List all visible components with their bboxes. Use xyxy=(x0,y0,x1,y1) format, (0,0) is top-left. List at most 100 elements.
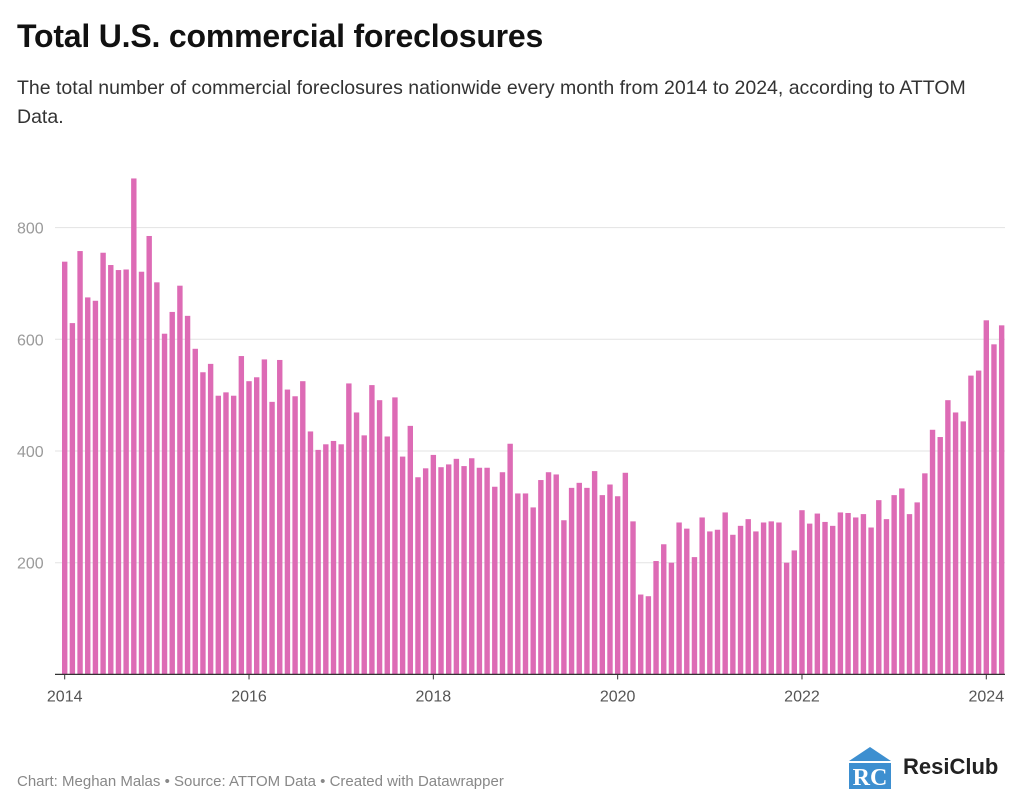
bar xyxy=(422,468,429,675)
bar xyxy=(92,300,99,675)
bar xyxy=(346,383,352,675)
chart-subtitle: The total number of commercial foreclosu… xyxy=(17,77,966,128)
bar xyxy=(138,271,145,675)
bar xyxy=(576,482,582,675)
bar xyxy=(668,562,675,675)
bar xyxy=(315,449,321,675)
bar xyxy=(284,389,291,675)
bar xyxy=(238,356,245,675)
bar xyxy=(952,412,959,675)
bar xyxy=(714,529,721,675)
bar xyxy=(745,519,751,675)
svg-text:RC: RC xyxy=(853,765,888,789)
bar xyxy=(246,381,252,675)
bar xyxy=(230,395,237,675)
bar xyxy=(184,315,191,675)
bar xyxy=(438,467,444,675)
bar xyxy=(883,519,890,675)
bar xyxy=(430,454,437,675)
bar xyxy=(737,525,744,675)
bar xyxy=(361,435,367,675)
bar xyxy=(791,550,797,675)
bar xyxy=(899,488,905,675)
bar xyxy=(891,495,897,675)
bar xyxy=(768,521,774,675)
bar xyxy=(146,235,152,675)
bar xyxy=(269,401,275,675)
bar xyxy=(853,517,859,675)
bar xyxy=(515,493,521,675)
bar xyxy=(507,443,513,675)
bar xyxy=(707,531,713,675)
bar xyxy=(983,320,989,675)
bar xyxy=(630,521,636,675)
bar xyxy=(123,269,129,675)
bar xyxy=(691,557,698,675)
bar xyxy=(661,544,667,675)
bar xyxy=(476,467,483,675)
bar xyxy=(614,496,621,675)
bar xyxy=(783,562,790,675)
bar xyxy=(730,534,736,675)
bar xyxy=(591,471,598,675)
bar xyxy=(277,359,283,675)
bar xyxy=(653,561,659,675)
bar xyxy=(906,514,913,675)
bar xyxy=(330,440,337,675)
bar xyxy=(699,517,705,675)
x-tick-label: 2022 xyxy=(784,688,820,705)
bar xyxy=(960,421,966,675)
bar xyxy=(776,522,782,675)
bar xyxy=(568,487,575,675)
bar xyxy=(799,510,805,675)
y-tick-label: 200 xyxy=(17,556,44,573)
bar xyxy=(822,521,828,675)
bar xyxy=(415,477,421,675)
bar xyxy=(499,472,506,675)
bar xyxy=(622,472,629,675)
bar xyxy=(975,370,982,675)
chart-title: Total U.S. commercial foreclosures xyxy=(17,18,544,54)
bar xyxy=(722,512,728,675)
bar xyxy=(484,467,490,675)
bar xyxy=(261,359,268,675)
bar xyxy=(207,363,214,675)
bar xyxy=(760,522,767,675)
bar xyxy=(292,396,298,675)
y-tick-label: 800 xyxy=(17,221,44,238)
bar xyxy=(522,493,529,675)
bar xyxy=(108,265,114,675)
bar xyxy=(77,251,83,675)
y-tick-label: 400 xyxy=(17,444,44,461)
bar xyxy=(369,385,375,675)
bar xyxy=(914,502,920,675)
bar xyxy=(753,531,759,675)
bar xyxy=(307,431,314,675)
bar xyxy=(446,464,452,675)
bar xyxy=(376,400,383,675)
bar xyxy=(85,297,91,675)
bar xyxy=(584,487,590,675)
resiclub-logo-icon: RC xyxy=(849,747,891,789)
y-tick-label: 600 xyxy=(17,332,44,349)
bar xyxy=(131,178,137,675)
bar xyxy=(553,474,559,675)
bar xyxy=(115,270,122,675)
bar xyxy=(338,444,344,675)
logo-text: ResiClub xyxy=(903,754,999,779)
bar xyxy=(530,507,536,675)
bar xyxy=(845,512,851,675)
bar xyxy=(492,486,498,675)
bar xyxy=(169,311,175,675)
bar xyxy=(868,527,874,675)
bar xyxy=(300,381,306,675)
bar xyxy=(860,514,867,675)
x-tick-label: 2016 xyxy=(231,688,267,705)
bar xyxy=(676,522,682,675)
bar xyxy=(684,528,690,675)
bar xyxy=(607,484,613,675)
bar xyxy=(100,252,106,675)
bar xyxy=(968,375,974,675)
bar xyxy=(806,523,813,675)
